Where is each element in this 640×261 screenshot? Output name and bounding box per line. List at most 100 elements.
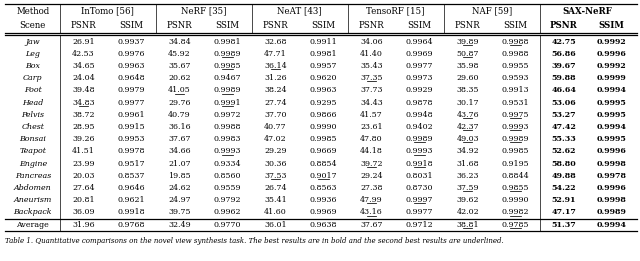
Text: 0.9997: 0.9997 bbox=[406, 196, 433, 204]
Text: 0.9985: 0.9985 bbox=[502, 147, 529, 155]
Text: PSNR: PSNR bbox=[358, 21, 385, 30]
Text: 0.9855: 0.9855 bbox=[502, 184, 529, 192]
Text: 41.51: 41.51 bbox=[72, 147, 95, 155]
Text: 0.9936: 0.9936 bbox=[310, 196, 337, 204]
Text: 39.26: 39.26 bbox=[72, 135, 95, 143]
Text: Box: Box bbox=[26, 62, 40, 70]
Text: 0.9985: 0.9985 bbox=[214, 62, 241, 70]
Text: Head: Head bbox=[22, 99, 44, 106]
Text: 34.66: 34.66 bbox=[168, 147, 191, 155]
Text: 0.9969: 0.9969 bbox=[310, 208, 337, 216]
Text: 35.67: 35.67 bbox=[168, 62, 191, 70]
Text: 23.99: 23.99 bbox=[72, 159, 95, 168]
Text: Scene: Scene bbox=[20, 21, 46, 30]
Text: 27.74: 27.74 bbox=[264, 99, 287, 106]
Text: 0.9989: 0.9989 bbox=[214, 86, 241, 94]
Text: 0.9995: 0.9995 bbox=[596, 99, 627, 106]
Text: Foot: Foot bbox=[24, 86, 42, 94]
Text: 0.9973: 0.9973 bbox=[406, 74, 433, 82]
Text: 20.81: 20.81 bbox=[72, 196, 95, 204]
Text: 52.91: 52.91 bbox=[552, 196, 576, 204]
Text: 29.24: 29.24 bbox=[360, 172, 383, 180]
Text: 54.22: 54.22 bbox=[552, 184, 576, 192]
Text: Bonsai: Bonsai bbox=[19, 135, 46, 143]
Text: 0.9517: 0.9517 bbox=[118, 159, 145, 168]
Text: 0.9993: 0.9993 bbox=[406, 147, 433, 155]
Text: 0.9975: 0.9975 bbox=[502, 111, 529, 119]
Text: 0.9785: 0.9785 bbox=[502, 221, 529, 229]
Text: 0.9988: 0.9988 bbox=[502, 38, 529, 46]
Text: PSNR: PSNR bbox=[70, 21, 96, 30]
Text: 0.9531: 0.9531 bbox=[502, 99, 529, 106]
Text: 0.9989: 0.9989 bbox=[406, 135, 433, 143]
Text: 28.95: 28.95 bbox=[72, 123, 95, 131]
Text: 47.02: 47.02 bbox=[264, 135, 287, 143]
Text: Jaw: Jaw bbox=[26, 38, 40, 46]
Text: 0.9467: 0.9467 bbox=[214, 74, 241, 82]
Text: SSIM: SSIM bbox=[408, 21, 431, 30]
Text: 0.9402: 0.9402 bbox=[406, 123, 433, 131]
Text: 0.9593: 0.9593 bbox=[502, 74, 529, 82]
Text: 30.17: 30.17 bbox=[456, 99, 479, 106]
Text: SSIM: SSIM bbox=[504, 21, 527, 30]
Text: 0.9646: 0.9646 bbox=[118, 184, 145, 192]
Text: 34.65: 34.65 bbox=[72, 62, 95, 70]
Text: 31.68: 31.68 bbox=[456, 159, 479, 168]
Text: 0.9995: 0.9995 bbox=[596, 111, 627, 119]
Text: 0.9993: 0.9993 bbox=[214, 147, 241, 155]
Text: 0.9918: 0.9918 bbox=[406, 159, 433, 168]
Text: 0.9915: 0.9915 bbox=[118, 123, 145, 131]
Text: PSNR: PSNR bbox=[550, 21, 577, 30]
Text: 43.16: 43.16 bbox=[360, 208, 383, 216]
Text: SSIM: SSIM bbox=[216, 21, 239, 30]
Text: 0.9963: 0.9963 bbox=[310, 86, 337, 94]
Text: 35.98: 35.98 bbox=[456, 62, 479, 70]
Text: 37.73: 37.73 bbox=[360, 86, 383, 94]
Text: 34.43: 34.43 bbox=[360, 99, 383, 106]
Text: 0.9937: 0.9937 bbox=[118, 38, 145, 46]
Text: 0.9964: 0.9964 bbox=[406, 38, 433, 46]
Text: 43.76: 43.76 bbox=[456, 111, 479, 119]
Text: 0.9982: 0.9982 bbox=[502, 208, 529, 216]
Text: 42.37: 42.37 bbox=[456, 123, 479, 131]
Text: 0.9334: 0.9334 bbox=[214, 159, 241, 168]
Text: 0.9994: 0.9994 bbox=[596, 221, 627, 229]
Text: 0.9195: 0.9195 bbox=[502, 159, 529, 168]
Text: 31.26: 31.26 bbox=[264, 74, 287, 82]
Text: 39.72: 39.72 bbox=[360, 159, 383, 168]
Text: 42.53: 42.53 bbox=[72, 50, 95, 58]
Text: NeAT [43]: NeAT [43] bbox=[277, 7, 322, 16]
Text: 37.53: 37.53 bbox=[264, 172, 287, 180]
Text: 29.76: 29.76 bbox=[168, 99, 191, 106]
Text: 56.86: 56.86 bbox=[551, 50, 576, 58]
Text: 38.81: 38.81 bbox=[456, 221, 479, 229]
Text: 0.9866: 0.9866 bbox=[310, 111, 337, 119]
Text: 0.9962: 0.9962 bbox=[214, 208, 241, 216]
Text: 42.75: 42.75 bbox=[551, 38, 576, 46]
Text: 0.9955: 0.9955 bbox=[502, 62, 529, 70]
Text: 40.77: 40.77 bbox=[264, 123, 287, 131]
Text: 55.33: 55.33 bbox=[551, 135, 576, 143]
Text: 34.06: 34.06 bbox=[360, 38, 383, 46]
Text: 41.05: 41.05 bbox=[168, 86, 191, 94]
Text: 37.70: 37.70 bbox=[264, 111, 287, 119]
Text: 0.9981: 0.9981 bbox=[214, 38, 241, 46]
Text: 27.64: 27.64 bbox=[72, 184, 95, 192]
Text: NeRF [35]: NeRF [35] bbox=[180, 7, 226, 16]
Text: 0.9792: 0.9792 bbox=[214, 196, 241, 204]
Text: 0.8031: 0.8031 bbox=[406, 172, 433, 180]
Text: SSIM: SSIM bbox=[599, 21, 625, 30]
Text: PSNR: PSNR bbox=[166, 21, 192, 30]
Text: Engine: Engine bbox=[19, 159, 47, 168]
Text: 41.40: 41.40 bbox=[360, 50, 383, 58]
Text: 0.9978: 0.9978 bbox=[118, 147, 145, 155]
Text: 0.9770: 0.9770 bbox=[214, 221, 241, 229]
Text: 36.23: 36.23 bbox=[456, 172, 479, 180]
Text: 38.24: 38.24 bbox=[264, 86, 287, 94]
Text: 0.9977: 0.9977 bbox=[406, 62, 433, 70]
Text: 0.8563: 0.8563 bbox=[310, 184, 337, 192]
Text: 0.9989: 0.9989 bbox=[596, 208, 627, 216]
Text: 0.9969: 0.9969 bbox=[406, 50, 433, 58]
Text: 36.09: 36.09 bbox=[72, 208, 95, 216]
Text: 40.79: 40.79 bbox=[168, 111, 191, 119]
